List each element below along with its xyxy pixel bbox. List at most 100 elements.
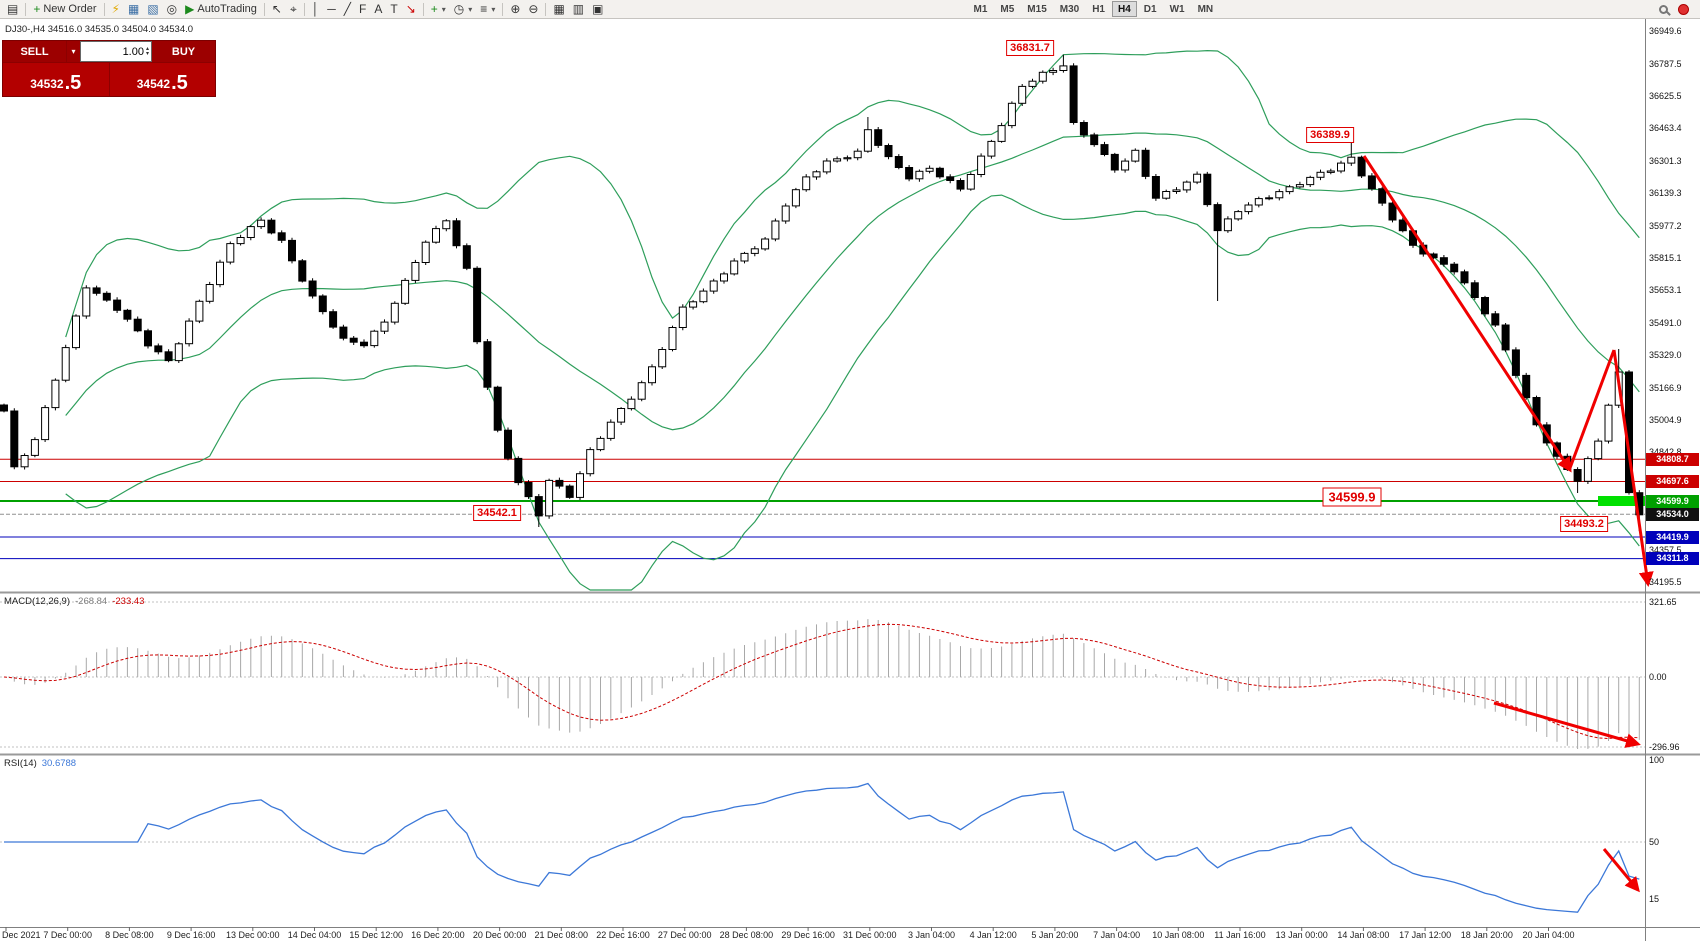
buy-price[interactable]: 34542 .5 (110, 63, 216, 96)
vertical-line-button[interactable]: │ (308, 1, 324, 18)
price-axis-tick: 36625.5 (1649, 90, 1682, 101)
buy-price-main: 34542 (136, 77, 171, 91)
time-axis-label: 5 Jan 20:00 (1031, 930, 1079, 940)
timeframe-m30[interactable]: M30 (1059, 4, 1080, 15)
horizontal-line-button[interactable]: ─ (323, 1, 340, 18)
macd-axis-tick: 321.65 (1649, 597, 1677, 607)
arrow-tool-icon: ↘ (405, 1, 416, 16)
navigator-button[interactable]: ▧ (143, 1, 162, 18)
search-icon[interactable] (1659, 4, 1668, 14)
macd-value-signal: -233.43 (112, 596, 145, 607)
price-axis-tick: 35653.1 (1649, 285, 1682, 296)
buy-button[interactable]: BUY (152, 41, 215, 62)
toolbar-separator (422, 2, 424, 16)
trendline-button[interactable]: ╱ (340, 1, 355, 18)
level-price-badge: 34599.9 (1646, 494, 1699, 508)
trendline-icon: ╱ (343, 1, 351, 16)
cascade-windows-button[interactable]: ▥ (569, 1, 588, 18)
data-window-button[interactable]: ◎ (163, 1, 181, 18)
market-watch-button[interactable]: ▦ (124, 1, 143, 18)
time-axis-label: 21 Dec 08:00 (534, 930, 589, 940)
rsi-value: 30.6788 (41, 758, 77, 769)
arrange-windows-button[interactable]: ▣ (588, 1, 607, 18)
time-axis-label: 31 Dec 00:00 (843, 930, 897, 940)
zoom-in-button[interactable]: ⊕ (506, 1, 524, 18)
rsi-axis-tick: 100 (1649, 755, 1665, 765)
price-annotation-label[interactable]: 36831.7 (1006, 40, 1054, 56)
timeframe-d1[interactable]: D1 (1143, 4, 1157, 15)
price-annotation-label[interactable]: 34493.2 (1560, 516, 1608, 532)
sell-button[interactable]: SELL (3, 41, 66, 62)
price-annotation-label[interactable]: 36389.9 (1306, 127, 1354, 143)
volume-stepper[interactable]: ▴ ▾ (145, 46, 149, 57)
time-axis-label: 20 Dec 00:00 (472, 930, 527, 940)
timeframe-m1[interactable]: M1 (973, 4, 988, 15)
crosshair-icon: ⌖ (289, 1, 297, 16)
new-order-button[interactable]: + New Order (29, 1, 100, 18)
spin-down-icon: ▾ (145, 50, 149, 57)
vertical-line-icon: │ (311, 1, 320, 16)
arrow-tool-button[interactable]: ↘ (402, 1, 420, 18)
time-axis-label: 27 Dec 00:00 (657, 930, 712, 940)
time-axis-label: 29 Dec 16:00 (781, 930, 835, 940)
price-axis-tick: 36949.6 (1649, 26, 1682, 37)
periods-dropdown[interactable]: ◷ ▾ (450, 1, 477, 18)
price-annotation-label[interactable]: 34599.9 (1322, 487, 1382, 507)
crosshair-tool-button[interactable]: ⌖ (286, 1, 301, 18)
one-click-trading-panel: SELL ▾ 1.00 ▴ ▾ BUY 34532 .5 34542 .5 (2, 40, 216, 97)
data-window-icon: ◎ (166, 1, 178, 16)
timeframe-mn[interactable]: MN (1197, 4, 1214, 15)
market-watch-icon: ▦ (127, 1, 140, 16)
label-tool-button[interactable]: T (386, 1, 401, 18)
volume-input[interactable]: 1.00 ▴ ▾ (80, 41, 152, 62)
price-axis-tick: 34195.5 (1649, 576, 1682, 587)
time-axis-label: 14 Jan 08:00 (1337, 930, 1390, 940)
tile-windows-button[interactable]: ▦ (549, 1, 568, 18)
price-axis-tick: 35977.2 (1649, 220, 1682, 231)
timeframe-h4[interactable]: H4 (1112, 1, 1137, 17)
timeframe-w1[interactable]: W1 (1169, 4, 1185, 15)
new-chart-button[interactable]: ▤ (3, 1, 22, 18)
indicators-dropdown[interactable]: + ▾ (427, 1, 450, 18)
zoom-out-button[interactable]: ⊖ (524, 1, 542, 18)
cursor-icon: ↖ (271, 1, 282, 16)
rsi-pane-label: RSI(14) 30.6788 (4, 758, 76, 769)
label-icon: T (390, 1, 398, 16)
timeframe-h1[interactable]: H1 (1092, 4, 1105, 15)
rsi-axis-tick: 15 (1649, 894, 1660, 905)
horizontal-line-icon: ─ (327, 1, 336, 16)
autotrading-button[interactable]: ▶ AutoTrading (181, 1, 261, 18)
level-price-badge: 34419.9 (1646, 530, 1699, 544)
one-click-button[interactable]: ⚡ (108, 1, 124, 18)
price-axis-tick: 34357.5 (1649, 544, 1682, 555)
time-axis-label: 9 Dec 16:00 (166, 930, 216, 940)
cursor-tool-button[interactable]: ↖ (268, 1, 286, 18)
time-axis-label: 15 Dec 12:00 (349, 930, 403, 940)
time-axis-label: 13 Jan 00:00 (1275, 930, 1328, 940)
rsi-axis-tick: 50 (1649, 837, 1660, 847)
time-axis-label: 10 Jan 08:00 (1152, 930, 1205, 940)
volume-dropdown[interactable]: ▾ (66, 41, 80, 62)
time-axis-label: 18 Jan 20:00 (1460, 930, 1513, 940)
timeframe-m5[interactable]: M5 (1000, 4, 1015, 15)
templates-dropdown[interactable]: ≡ ▾ (476, 1, 499, 18)
price-axis-tick: 35491.0 (1649, 317, 1682, 328)
time-axis-label: 4 Jan 12:00 (969, 930, 1017, 940)
chevron-down-icon: ▾ (441, 4, 446, 14)
record-icon[interactable] (1678, 3, 1689, 15)
text-tool-button[interactable]: A (370, 1, 386, 18)
macd-axis-tick: -296.96 (1649, 742, 1680, 752)
buy-price-big: .5 (171, 72, 188, 94)
rsi-label: RSI(14) (4, 758, 37, 769)
toolbar-separator (103, 2, 105, 16)
sell-price[interactable]: 34532 .5 (3, 63, 110, 96)
toolbar-separator (502, 2, 504, 16)
price-annotation-label[interactable]: 34542.1 (473, 505, 521, 521)
fibonacci-button[interactable]: F (355, 1, 370, 18)
timeframe-m15[interactable]: M15 (1027, 4, 1047, 15)
time-axis-label: 14 Dec 04:00 (287, 930, 342, 940)
time-axis-label: 16 Dec 20:00 (411, 930, 465, 940)
toolbar-separator (25, 2, 27, 16)
